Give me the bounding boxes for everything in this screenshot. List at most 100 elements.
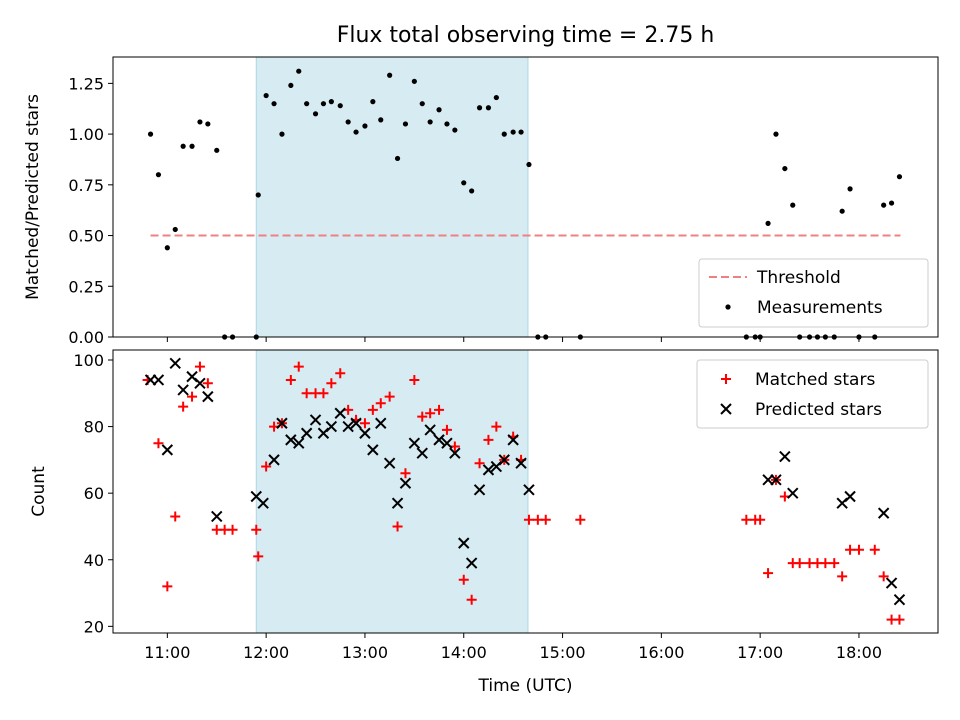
predicted-star-point <box>177 384 189 396</box>
x-axis-label: Time (UTC) <box>478 676 573 696</box>
predicted-star-point <box>152 374 165 386</box>
matched-star-point <box>425 408 436 419</box>
measurement-point <box>180 143 186 149</box>
legend-threshold-label: Threshold <box>756 268 841 288</box>
predicted-star-point <box>383 457 396 469</box>
measurement-point <box>172 226 178 233</box>
predicted-star-point <box>161 444 174 456</box>
matched-star-point <box>392 521 403 532</box>
predicted-star-point <box>334 407 346 419</box>
predicted-star-point <box>285 434 297 446</box>
predicted-star-point <box>433 434 445 446</box>
matched-star-point <box>178 401 189 412</box>
measurement-point <box>419 101 425 107</box>
measurement-point <box>411 78 417 84</box>
measurement-point <box>394 155 401 162</box>
measurement-point <box>255 192 261 198</box>
measurement-point <box>881 202 887 208</box>
predicted-stars-points <box>144 357 906 606</box>
predicted-star-point <box>877 507 890 519</box>
matched-star-point <box>375 398 386 409</box>
measurement-point <box>362 123 368 129</box>
matched-star-point <box>483 434 494 445</box>
matched-star-point <box>335 368 346 379</box>
measurement-point <box>526 161 532 168</box>
measurement-point <box>461 180 467 186</box>
matched-star-point <box>318 388 329 399</box>
measurement-point <box>839 208 845 214</box>
matched-star-point <box>261 461 272 472</box>
measurement-point <box>304 101 310 107</box>
predicted-star-point <box>893 593 906 606</box>
measurement-point <box>452 127 458 133</box>
predicted-star-point <box>169 357 181 370</box>
predicted-star-point <box>787 487 799 499</box>
predicted-star-point <box>367 444 379 456</box>
measurement-point <box>205 121 211 127</box>
x-tick-label: 16:00 <box>638 643 684 662</box>
x-tick-label: 18:00 <box>836 643 882 662</box>
measurement-point <box>444 121 450 127</box>
predicted-star-point <box>325 420 338 433</box>
matched-star-point <box>170 511 181 522</box>
matched-star-point <box>575 514 586 525</box>
matched-star-point <box>820 558 831 569</box>
matched-star-point <box>491 421 502 432</box>
predicted-star-point <box>770 474 782 486</box>
predicted-star-point <box>844 490 856 503</box>
matched-star-point <box>441 424 452 435</box>
matched-star-point <box>194 361 205 372</box>
measurement-point <box>510 129 516 135</box>
count-y-tick-label: 40 <box>84 551 104 570</box>
predicted-star-point <box>211 510 223 523</box>
predicted-star-point <box>399 477 412 489</box>
count-y-tick-label: 20 <box>84 617 104 636</box>
predicted-star-point <box>391 497 404 509</box>
matched-star-point <box>741 514 752 525</box>
measurement-point <box>296 68 302 74</box>
measurement-point <box>427 119 433 125</box>
predicted-star-point <box>350 417 362 429</box>
ratio-y-tick-label: 1.25 <box>68 74 104 93</box>
matched-star-point <box>434 404 445 415</box>
legend-measurements-swatch <box>725 304 731 310</box>
legend-measurements-label: Measurements <box>757 298 883 318</box>
predicted-star-point <box>779 450 791 463</box>
predicted-star-point <box>276 417 288 429</box>
matched-star-point <box>253 551 264 562</box>
measurement-point <box>378 117 384 123</box>
predicted-star-point <box>523 484 535 496</box>
x-tick-label: 12:00 <box>243 643 289 662</box>
matched-star-point <box>794 558 805 569</box>
predicted-star-point <box>293 437 305 449</box>
count-panel: 20 40 60 80 100 11:00 12:00 13:00 14:00 15:00 16:… <box>29 349 939 696</box>
predicted-star-point <box>342 420 354 433</box>
measurement-point <box>476 105 483 111</box>
measurement-point <box>155 172 162 178</box>
predicted-star-point <box>300 427 313 439</box>
measurement-point <box>147 131 154 137</box>
x-tick-label: 17:00 <box>737 643 783 662</box>
legend-predicted-label: Predicted stars <box>755 400 882 420</box>
count-legend: Matched stars Predicted stars <box>696 359 929 429</box>
matched-star-point <box>894 614 905 625</box>
measurement-point <box>189 143 195 149</box>
measurement-point <box>782 165 788 172</box>
observing-window-shade-top <box>255 56 529 338</box>
matched-star-point <box>853 544 864 555</box>
ratio-y-tick-label: 0.00 <box>68 328 104 347</box>
matched-star-point <box>162 581 173 592</box>
matched-star-point <box>474 458 485 469</box>
predicted-star-point <box>424 424 436 436</box>
matched-star-point <box>301 388 312 399</box>
measurement-point <box>469 188 475 194</box>
predicted-star-point <box>441 437 453 449</box>
count-axes-frame <box>112 349 939 634</box>
measurement-point <box>263 92 269 99</box>
predicted-star-point <box>194 377 206 390</box>
measurement-point <box>896 174 903 180</box>
predicted-star-point <box>268 454 280 466</box>
predicted-star-point <box>309 414 322 426</box>
measurement-point <box>288 82 294 89</box>
matched-star-point <box>251 524 262 535</box>
